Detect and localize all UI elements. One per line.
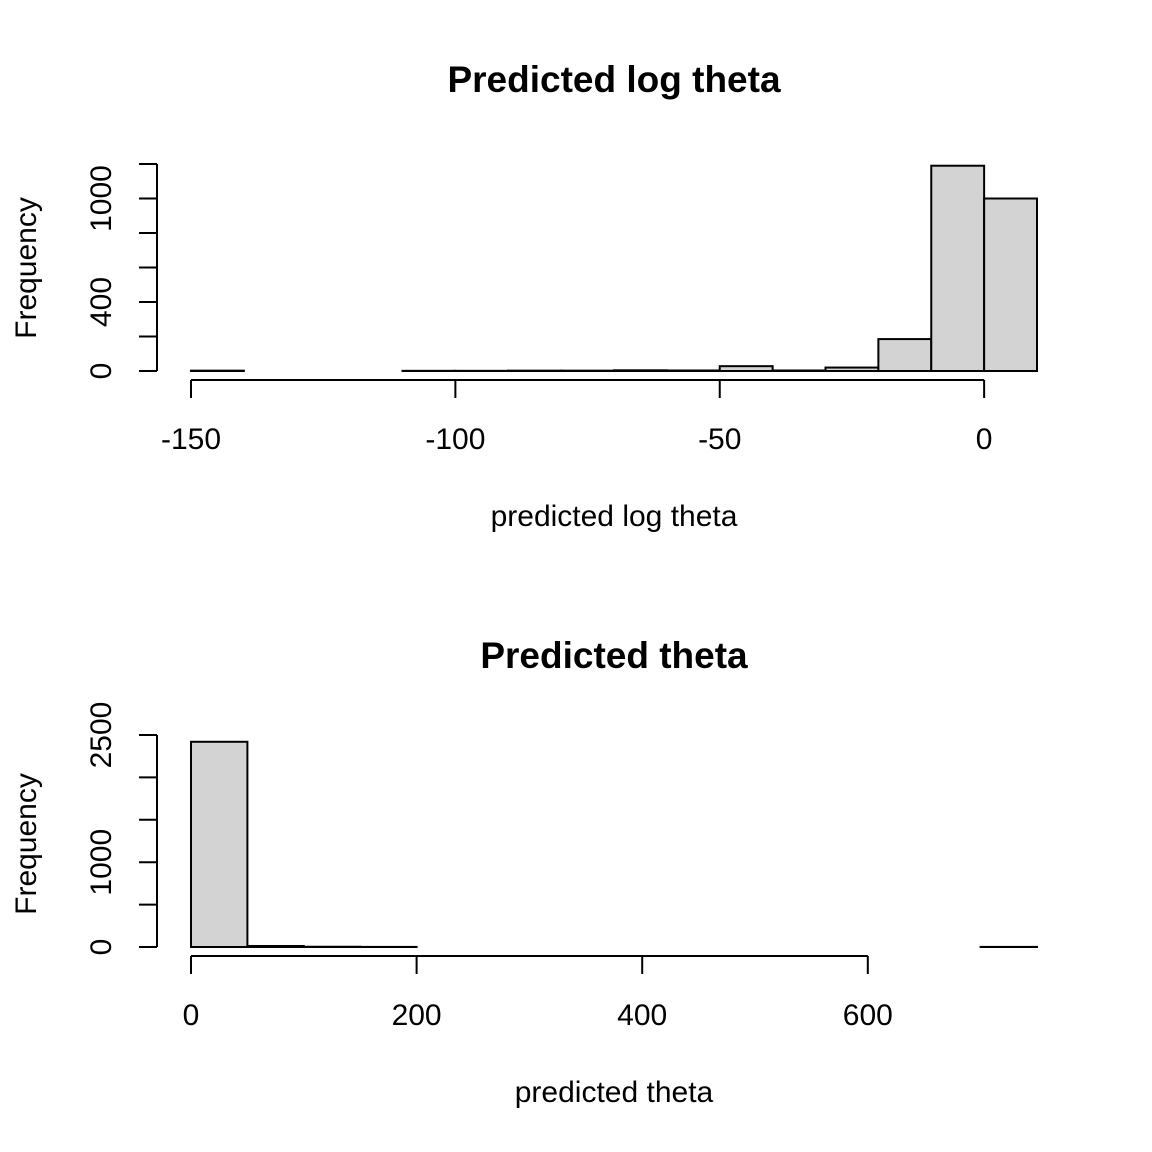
x-tick-label: 200 (392, 999, 442, 1032)
histogram-theta: Predicted theta predicted theta Frequenc… (10, 635, 1038, 1109)
x-tick-label: 0 (976, 423, 993, 456)
y-tick-label: 0 (85, 363, 118, 380)
histogram-bar (718, 365, 774, 373)
histogram-bar (771, 369, 827, 373)
y-tick-label: 2500 (85, 702, 118, 769)
y-tick-label: 1000 (85, 829, 118, 896)
y-tick-label: 1000 (85, 165, 118, 232)
histogram-bar (190, 740, 249, 948)
x-tick-label: 400 (617, 999, 667, 1032)
x-axis-label: predicted log theta (491, 500, 738, 533)
histogram-bar (930, 164, 986, 372)
x-tick-label: 0 (183, 999, 200, 1032)
chart-title: Predicted theta (480, 635, 748, 676)
y-axis-label: Frequency (10, 773, 43, 915)
histogram-bar (665, 369, 721, 373)
histogram-bar (613, 369, 668, 372)
x-tick-label: -50 (698, 423, 741, 456)
x-tick-label: 600 (843, 999, 893, 1032)
histogram-bar (877, 338, 933, 372)
y-tick-label: 0 (85, 939, 118, 956)
histogram-bar (824, 366, 880, 372)
x-axis-label: predicted theta (515, 1076, 714, 1109)
histogram-bar (246, 944, 305, 949)
x-tick-label: -150 (161, 423, 221, 456)
y-tick-label: 400 (85, 277, 118, 327)
chart-title: Predicted log theta (447, 59, 780, 100)
histogram-bar (983, 197, 1038, 372)
histogram-log-theta: Predicted log theta predicted log theta … (10, 59, 1038, 533)
x-tick-label: -100 (425, 423, 485, 456)
y-axis-label: Frequency (10, 197, 43, 339)
